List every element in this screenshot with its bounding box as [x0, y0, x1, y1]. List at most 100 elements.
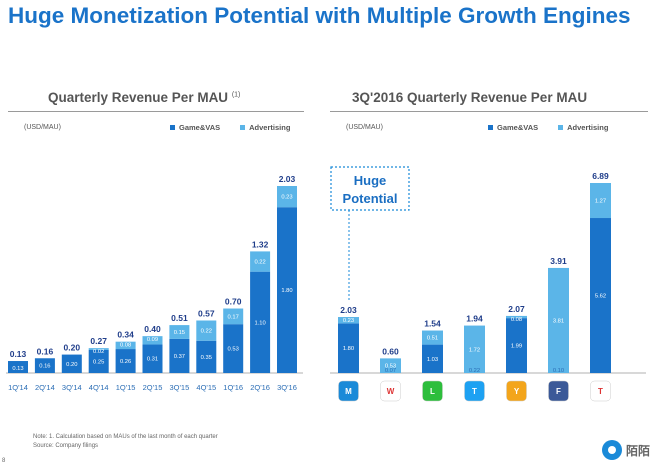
left-legend: Game&VAS Advertising — [170, 123, 290, 132]
data-label-game: 1.80 — [343, 346, 354, 352]
data-label-game: 1.80 — [281, 288, 292, 294]
data-label-game: 0.25 — [93, 359, 104, 365]
data-label-ads: 3.81 — [553, 318, 564, 324]
legend-label-ads: Advertising — [567, 123, 609, 132]
tick-label: 4Q'15 — [196, 383, 216, 392]
bar-advertising — [142, 336, 163, 345]
bar-advertising — [115, 341, 136, 350]
bar-game-vas — [590, 218, 611, 373]
icon-glyph: M — [345, 387, 352, 396]
bar-advertising — [223, 308, 244, 325]
left-unit-label: (USD/MAU) — [24, 124, 61, 131]
data-label-game: 0.35 — [201, 355, 212, 361]
data-label-total: 2.03 — [279, 174, 296, 184]
tencent-icon — [590, 380, 611, 402]
line-icon — [422, 380, 443, 402]
data-label-game: 0.53 — [228, 347, 239, 353]
tick-label: 2Q'15 — [143, 383, 163, 392]
bar-game-vas — [142, 344, 163, 373]
bar-game-vas — [34, 358, 55, 373]
bar-advertising — [464, 325, 485, 373]
bar-advertising — [590, 183, 611, 219]
data-label-total: 2.03 — [340, 305, 357, 315]
data-label-ads: 0.22 — [201, 329, 212, 335]
bar-game-vas — [422, 344, 443, 373]
data-label-total: 0.20 — [64, 343, 81, 353]
bar-advertising — [250, 251, 271, 272]
legend-label-game: Game&VAS — [179, 123, 221, 132]
data-label-game: 1.10 — [254, 320, 265, 326]
weibo-icon — [380, 380, 401, 402]
page-title: Huge Monetization Potential with Multipl… — [8, 3, 631, 28]
right-title-underline — [330, 111, 648, 112]
data-label-total: 1.32 — [252, 239, 269, 249]
data-label-ads: 1.72 — [469, 347, 480, 353]
bar-advertising — [88, 348, 109, 350]
data-label-game: 0.26 — [120, 359, 131, 365]
data-label-total: 0.51 — [171, 313, 188, 323]
bar-game-vas — [250, 271, 271, 373]
tick-label: 1Q'15 — [116, 383, 136, 392]
bar-advertising — [548, 267, 569, 373]
tick-label: 3Q'14 — [62, 383, 82, 392]
legend-swatch-ads — [240, 125, 246, 130]
icon-glyph: F — [556, 387, 561, 396]
icon-glyph: T — [472, 387, 477, 396]
data-label-total: 6.89 — [592, 171, 609, 181]
data-label-ads: 0.22 — [254, 260, 265, 266]
data-label-ads: 0.02 — [93, 349, 104, 355]
bar-advertising — [380, 358, 401, 373]
data-label-ads: 0.23 — [281, 195, 292, 201]
callout-line1: Huge — [354, 173, 387, 188]
legend-swatch-ads — [558, 125, 564, 130]
tick-label: 4Q'14 — [89, 383, 109, 392]
data-label-ads: 0.08 — [120, 343, 131, 349]
tick-label: 3Q'15 — [170, 383, 190, 392]
data-label-ads: 0.08 — [511, 317, 522, 323]
data-label-total: 1.54 — [424, 319, 441, 329]
callout-box — [330, 166, 410, 211]
data-label-total: 1.94 — [466, 314, 483, 324]
data-label-game: 0.31 — [147, 357, 158, 363]
twitter-icon — [464, 380, 485, 402]
data-label-total: 0.70 — [225, 297, 242, 307]
data-label-small: 0.07 — [385, 368, 396, 374]
bar-game-vas — [506, 318, 527, 373]
bar-advertising — [506, 315, 527, 319]
bar-advertising — [169, 325, 190, 339]
bar-game-vas — [223, 324, 244, 373]
bar-advertising — [422, 330, 443, 345]
legend-swatch-game — [170, 125, 175, 130]
icon-glyph: T — [598, 387, 603, 396]
data-label-game: 1.03 — [427, 357, 438, 363]
page-number: 8 — [2, 458, 6, 464]
bar-game-vas — [8, 361, 28, 373]
data-label-total: 2.07 — [508, 304, 525, 314]
data-label-total: 0.13 — [10, 349, 27, 359]
tick-label: 1Q'16 — [223, 383, 243, 392]
tick-label: 2Q'16 — [250, 383, 270, 392]
data-label-game: 0.16 — [39, 364, 50, 370]
bar-game-vas — [338, 323, 359, 373]
data-label-total: 0.57 — [198, 308, 215, 318]
icon-glyph: W — [387, 387, 395, 396]
facebook-icon — [548, 380, 569, 402]
data-label-game: 1.99 — [511, 344, 522, 350]
tick-label: 2Q'14 — [35, 383, 55, 392]
yy-icon — [506, 380, 527, 402]
bar-game-vas — [196, 340, 217, 373]
data-label-total: 0.16 — [37, 346, 54, 356]
data-label-game: 0.20 — [66, 362, 77, 368]
data-label-ads: 0.09 — [147, 337, 158, 343]
footnote-note: Note: 1. Calculation based on MAUs of th… — [33, 434, 218, 440]
bar-game-vas — [115, 349, 136, 373]
right-unit-label: (USD/MAU) — [346, 124, 383, 131]
right-chart-title: 3Q'2016 Quarterly Revenue Per MAU — [352, 90, 588, 105]
data-label-game: 5.62 — [595, 294, 606, 300]
bar-advertising — [338, 317, 359, 324]
momo-logo-icon — [602, 440, 622, 460]
data-label-total: 3.91 — [550, 256, 567, 266]
right-legend: Game&VAS Advertising — [488, 123, 608, 132]
data-label-total: 0.27 — [90, 336, 107, 346]
